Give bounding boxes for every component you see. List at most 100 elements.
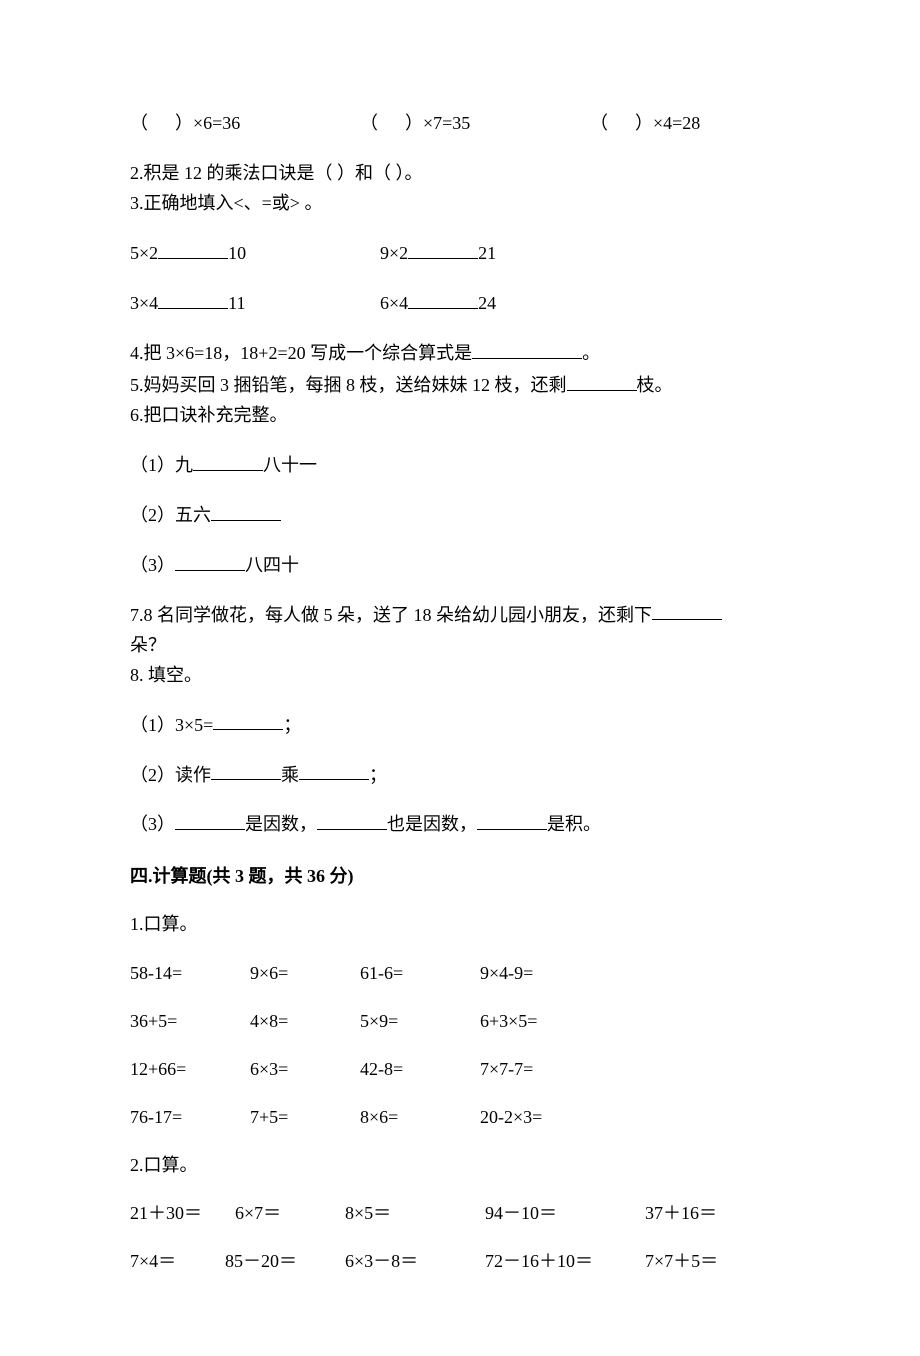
q2: 2.积是 12 的乘法口诀是（ ）和（ ）。: [130, 160, 790, 186]
q6-1-post: 八十一: [263, 455, 317, 475]
q8-2-pre: （2）读作: [130, 764, 211, 784]
q8-intro: 8. 填空。: [130, 662, 790, 688]
q1-c: （ ）×4=28: [590, 110, 700, 136]
q8-1-post: ；: [283, 714, 301, 734]
blank[interactable]: [299, 760, 369, 781]
calc1-cell: 7+5=: [250, 1104, 360, 1130]
blank[interactable]: [158, 238, 228, 259]
calc1-cell: 7×7-7=: [480, 1056, 620, 1082]
calc1-cell: 42-8=: [360, 1056, 480, 1082]
calc1-row: 76-17=7+5=8×6=20-2×3=: [130, 1104, 790, 1130]
q4-post: 。: [582, 343, 600, 363]
q6-1-pre: （1）九: [130, 455, 193, 475]
q6-3-post: 八四十: [245, 555, 299, 575]
blank[interactable]: [652, 600, 722, 621]
calc2-row: 7×4＝85－20＝6×3－8＝72－16＋10＝7×7＋5＝: [130, 1248, 790, 1274]
calc1-cell: 36+5=: [130, 1008, 250, 1034]
q5-pre: 5.妈妈买回 3 捆铅笔，每捆 8 枝，送给妹妹 12 枝，还剩: [130, 375, 567, 395]
q1-b: （ ）×7=35: [360, 110, 590, 136]
q6-3-pre: （3）: [130, 555, 175, 575]
q3-c: 3×4 11: [130, 288, 380, 316]
calc2-cell: 7×4＝: [130, 1248, 225, 1274]
blank[interactable]: [211, 760, 281, 781]
calc1-cell: 76-17=: [130, 1104, 250, 1130]
q3-b-right: 21: [478, 243, 496, 263]
calc2-cell: 6×7＝: [235, 1200, 345, 1226]
q8-3-mid2: 也是因数，: [387, 814, 477, 834]
blank[interactable]: [477, 809, 547, 830]
q3-c-left: 3×4: [130, 293, 158, 313]
q8-3-mid1: 是因数，: [245, 814, 317, 834]
q6-1: （1）九 八十一: [130, 450, 790, 478]
calc2-cell: 7×7＋5＝: [645, 1248, 765, 1274]
blank[interactable]: [472, 338, 582, 359]
q5: 5.妈妈买回 3 捆铅笔，每捆 8 枝，送给妹妹 12 枝，还剩枝。: [130, 370, 790, 398]
q3-d-right: 24: [478, 293, 496, 313]
q6-2: （2）五六: [130, 500, 790, 528]
calc1-cell: 20-2×3=: [480, 1104, 620, 1130]
q7-line1: 7.8 名同学做花，每人做 5 朵，送了 18 朵给幼儿园小朋友，还剩下: [130, 600, 790, 628]
q3-row2: 3×4 11 6×4 24: [130, 288, 790, 316]
calc2-cell: 85－20＝: [225, 1248, 345, 1274]
q8-1-pre: （1）3×5=: [130, 714, 213, 734]
calc1-intro: 1.口算。: [130, 911, 790, 937]
q8-3-pre: （3）: [130, 814, 175, 834]
q3-intro: 3.正确地填入<、=或> 。: [130, 190, 790, 216]
calc1-cell: 9×4-9=: [480, 960, 620, 986]
calc2-cell: 21＋30＝: [130, 1200, 235, 1226]
blank[interactable]: [408, 288, 478, 309]
q3-d: 6×4 24: [380, 288, 496, 316]
q7-line2: 朵？: [130, 632, 790, 658]
blank[interactable]: [213, 710, 283, 731]
q3-a-right: 10: [228, 243, 246, 263]
blank[interactable]: [567, 370, 637, 391]
section4-title: 四.计算题(共 3 题，共 36 分): [130, 863, 790, 889]
blank[interactable]: [317, 809, 387, 830]
q6-3: （3） 八四十: [130, 550, 790, 578]
q8-3: （3）是因数，也是因数，是积。: [130, 809, 790, 837]
calc1-cell: 58-14=: [130, 960, 250, 986]
blank[interactable]: [158, 288, 228, 309]
calc1-cell: 6+3×5=: [480, 1008, 620, 1034]
q8-1: （1）3×5= ；: [130, 710, 790, 738]
q4: 4.把 3×6=18，18+2=20 写成一个综合算式是 。: [130, 338, 790, 366]
q4-pre: 4.把 3×6=18，18+2=20 写成一个综合算式是: [130, 343, 472, 363]
calc2-cell: 37＋16＝: [645, 1200, 765, 1226]
calc1-cell: 5×9=: [360, 1008, 480, 1034]
q8-2-post: ；: [369, 764, 387, 784]
calc1-row: 36+5=4×8=5×9=6+3×5=: [130, 1008, 790, 1034]
calc1-cell: 8×6=: [360, 1104, 480, 1130]
calc2-table: 21＋30＝6×7＝8×5＝94－10＝37＋16＝ 7×4＝85－20＝6×3－…: [130, 1200, 790, 1274]
q6-2-pre: （2）五六: [130, 505, 211, 525]
q8-2: （2）读作 乘 ；: [130, 760, 790, 788]
calc1-cell: 12+66=: [130, 1056, 250, 1082]
q1-top-row: （ ）×6=36 （ ）×7=35 （ ）×4=28: [130, 110, 790, 136]
q3-a-left: 5×2: [130, 243, 158, 263]
q3-c-right: 11: [228, 293, 245, 313]
q7-pre: 7.8 名同学做花，每人做 5 朵，送了 18 朵给幼儿园小朋友，还剩下: [130, 604, 652, 624]
calc2-cell: 6×3－8＝: [345, 1248, 485, 1274]
calc1-cell: 61-6=: [360, 960, 480, 986]
q6-intro: 6.把口诀补充完整。: [130, 402, 790, 428]
blank[interactable]: [211, 500, 281, 521]
calc2-cell: 72－16＋10＝: [485, 1248, 645, 1274]
calc1-row: 58-14=9×6=61-6=9×4-9=: [130, 960, 790, 986]
calc1-row: 12+66=6×3=42-8=7×7-7=: [130, 1056, 790, 1082]
q3-row1: 5×2 10 9×2 21: [130, 238, 790, 266]
calc2-row: 21＋30＝6×7＝8×5＝94－10＝37＋16＝: [130, 1200, 790, 1226]
blank[interactable]: [408, 238, 478, 259]
calc1-cell: 4×8=: [250, 1008, 360, 1034]
q3-b-left: 9×2: [380, 243, 408, 263]
q3-b: 9×2 21: [380, 238, 496, 266]
blank[interactable]: [175, 550, 245, 571]
calc2-intro: 2.口算。: [130, 1152, 790, 1178]
calc1-table: 58-14=9×6=61-6=9×4-9= 36+5=4×8=5×9=6+3×5=…: [130, 960, 790, 1130]
calc1-cell: 9×6=: [250, 960, 360, 986]
q8-2-mid: 乘: [281, 764, 299, 784]
blank[interactable]: [193, 450, 263, 471]
q1-a: （ ）×6=36: [130, 110, 360, 136]
q3-d-left: 6×4: [380, 293, 408, 313]
blank[interactable]: [175, 809, 245, 830]
worksheet-page: （ ）×6=36 （ ）×7=35 （ ）×4=28 2.积是 12 的乘法口诀…: [0, 0, 920, 1356]
calc2-cell: 8×5＝: [345, 1200, 485, 1226]
